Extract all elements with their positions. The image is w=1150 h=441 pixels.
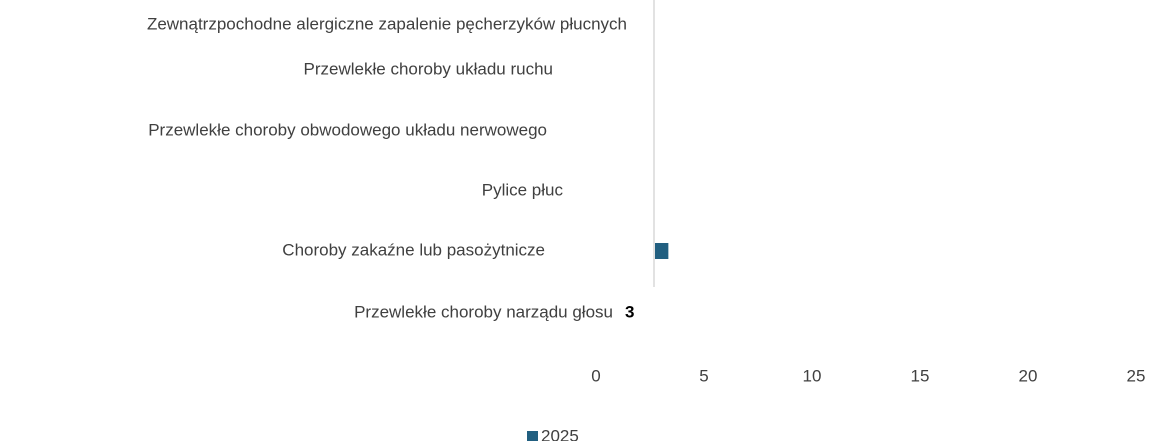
category-label: Choroby zakaźne lub pasożytnicze: [282, 240, 545, 259]
category-label: Przewlekłe choroby układu ruchu: [304, 59, 553, 78]
bar: [655, 243, 669, 259]
x-tick-label: 20: [1019, 366, 1038, 385]
legend-label: 2025: [541, 426, 579, 441]
category-label: Zewnątrzpochodne alergiczne zapalenie pę…: [147, 14, 627, 33]
data-label: 3: [625, 302, 634, 321]
x-tick-label: 15: [911, 366, 930, 385]
legend-swatch: [527, 431, 538, 441]
x-tick-label: 0: [591, 366, 600, 385]
x-tick-label: 5: [699, 366, 708, 385]
category-label: Przewlekłe choroby narządu głosu: [354, 302, 613, 321]
x-tick-label: 10: [803, 366, 822, 385]
category-label: Pylice płuc: [482, 180, 564, 199]
category-label: Przewlekłe choroby obwodowego układu ner…: [148, 120, 547, 139]
x-tick-label: 25: [1127, 366, 1146, 385]
